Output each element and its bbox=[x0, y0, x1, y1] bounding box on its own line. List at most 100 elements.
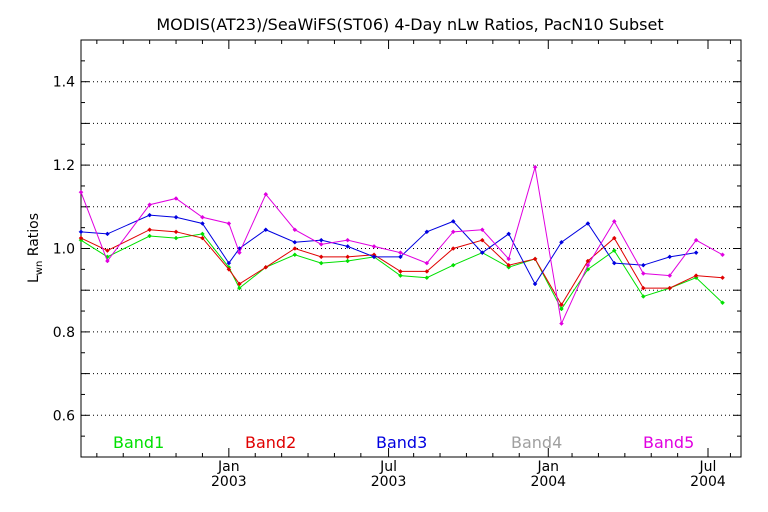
data-point-band5 bbox=[479, 227, 485, 233]
legend-item-band2: Band2 bbox=[245, 433, 296, 452]
data-point-band3 bbox=[559, 239, 564, 245]
data-point-band5 bbox=[173, 196, 179, 201]
y-axis-label-rest: Ratios bbox=[26, 213, 42, 261]
data-point-band1 bbox=[318, 260, 324, 266]
legend-item-band3: Band3 bbox=[376, 433, 427, 452]
data-point-band1 bbox=[398, 273, 403, 278]
x-tick-label-year: 2003 bbox=[371, 474, 407, 490]
x-tick-label-month: Jul bbox=[699, 459, 717, 475]
data-point-band5 bbox=[263, 191, 269, 197]
x-tick-label-year: 2004 bbox=[530, 474, 566, 490]
data-point-band1 bbox=[173, 235, 179, 241]
data-point-band5 bbox=[450, 229, 456, 235]
data-point-band3 bbox=[371, 254, 377, 260]
data-point-band5 bbox=[506, 256, 512, 262]
data-point-band5 bbox=[147, 202, 152, 208]
data-point-band3 bbox=[398, 254, 403, 260]
data-point-band5 bbox=[611, 219, 617, 224]
data-point-band2 bbox=[147, 227, 152, 233]
data-point-band2 bbox=[693, 273, 699, 278]
chart-title: MODIS(AT23)/SeaWiFS(ST06) 4-Day nLw Rati… bbox=[156, 15, 663, 34]
data-point-band3 bbox=[611, 260, 617, 266]
data-point-band2 bbox=[532, 256, 538, 262]
y-axis-label-main: L bbox=[26, 275, 42, 283]
data-point-band3 bbox=[78, 229, 84, 235]
data-point-band2 bbox=[611, 235, 617, 241]
data-point-band3 bbox=[292, 239, 298, 245]
data-point-band1 bbox=[640, 294, 646, 299]
data-point-band5 bbox=[424, 260, 430, 266]
data-point-band2 bbox=[318, 254, 324, 260]
data-point-band3 bbox=[200, 221, 205, 226]
data-point-band5 bbox=[398, 250, 403, 256]
data-point-band1 bbox=[147, 233, 152, 239]
data-point-band3 bbox=[173, 214, 179, 220]
data-point-band3 bbox=[263, 227, 269, 233]
data-point-band2 bbox=[226, 266, 232, 272]
plot-frame bbox=[80, 39, 742, 458]
data-point-band2 bbox=[200, 235, 205, 241]
data-point-band3 bbox=[147, 212, 152, 218]
data-point-band5 bbox=[237, 250, 242, 256]
data-point-band1 bbox=[720, 300, 725, 306]
data-point-band3 bbox=[532, 281, 538, 287]
data-point-band5 bbox=[693, 237, 699, 243]
data-point-band2 bbox=[640, 285, 646, 291]
y-tick-label: 1.4 bbox=[53, 75, 75, 91]
data-point-band2 bbox=[263, 264, 269, 270]
legend-item-band5: Band5 bbox=[643, 433, 694, 452]
y-tick-labels: 0.6 0.8 1.0 1.2 1.4 bbox=[53, 75, 75, 425]
data-point-band3 bbox=[506, 231, 512, 237]
data-point-band3 bbox=[345, 244, 350, 249]
grid bbox=[81, 81, 741, 416]
data-point-band5 bbox=[318, 241, 324, 247]
data-point-band2 bbox=[720, 275, 725, 281]
data-point-band1 bbox=[611, 248, 617, 253]
data-point-band1 bbox=[345, 258, 350, 264]
data-point-band5 bbox=[292, 227, 298, 233]
y-tick-label: 1.2 bbox=[53, 158, 75, 174]
x-tick-label-year: 2004 bbox=[690, 474, 726, 490]
data-point-band2 bbox=[424, 269, 430, 274]
data-point-band1 bbox=[237, 285, 242, 291]
data-point-band2 bbox=[398, 269, 403, 274]
data-point-band3 bbox=[450, 219, 456, 224]
data-point-band2 bbox=[78, 235, 84, 241]
legend-item-band4: Band4 bbox=[511, 433, 562, 452]
data-point-band2 bbox=[559, 302, 564, 308]
data-point-band5 bbox=[667, 273, 673, 278]
data-point-band2 bbox=[345, 254, 350, 260]
data-point-band5 bbox=[559, 321, 564, 326]
data-point-band1 bbox=[200, 231, 205, 237]
y-tick-label: 0.8 bbox=[53, 325, 75, 341]
axes bbox=[80, 39, 742, 458]
data-point-band5 bbox=[640, 271, 646, 276]
legend: Band1 Band2 Band3 Band4 Band5 bbox=[113, 433, 694, 452]
data-point-band3 bbox=[667, 254, 673, 260]
data-point-band5 bbox=[78, 189, 84, 195]
y-axis-label: Lwn Ratios bbox=[26, 213, 45, 283]
data-point-band5 bbox=[200, 214, 205, 220]
data-point-band3 bbox=[318, 237, 324, 243]
series-line-band5 bbox=[80, 167, 723, 326]
x-tick-label-month: Jan bbox=[217, 459, 240, 475]
data-point-band5 bbox=[345, 237, 350, 243]
series-line-band2 bbox=[80, 229, 723, 306]
x-tick-label-month: Jul bbox=[379, 459, 397, 475]
data-point-band3 bbox=[640, 262, 646, 268]
y-axis-label-sub: wn bbox=[34, 261, 45, 276]
data-point-band1 bbox=[292, 252, 298, 258]
y-tick-label: 1.0 bbox=[53, 242, 75, 258]
data-point-band3 bbox=[479, 250, 485, 256]
y-tick-label: 0.6 bbox=[53, 408, 75, 424]
data-point-band1 bbox=[450, 262, 456, 268]
data-point-band5 bbox=[105, 258, 110, 264]
data-point-band5 bbox=[720, 252, 725, 258]
data-point-band2 bbox=[450, 246, 456, 251]
data-point-band3 bbox=[693, 250, 699, 256]
data-point-band3 bbox=[585, 221, 591, 226]
data-point-band2 bbox=[173, 229, 179, 235]
legend-item-band1: Band1 bbox=[113, 433, 164, 452]
series-group bbox=[78, 164, 725, 326]
data-point-band2 bbox=[237, 281, 242, 287]
